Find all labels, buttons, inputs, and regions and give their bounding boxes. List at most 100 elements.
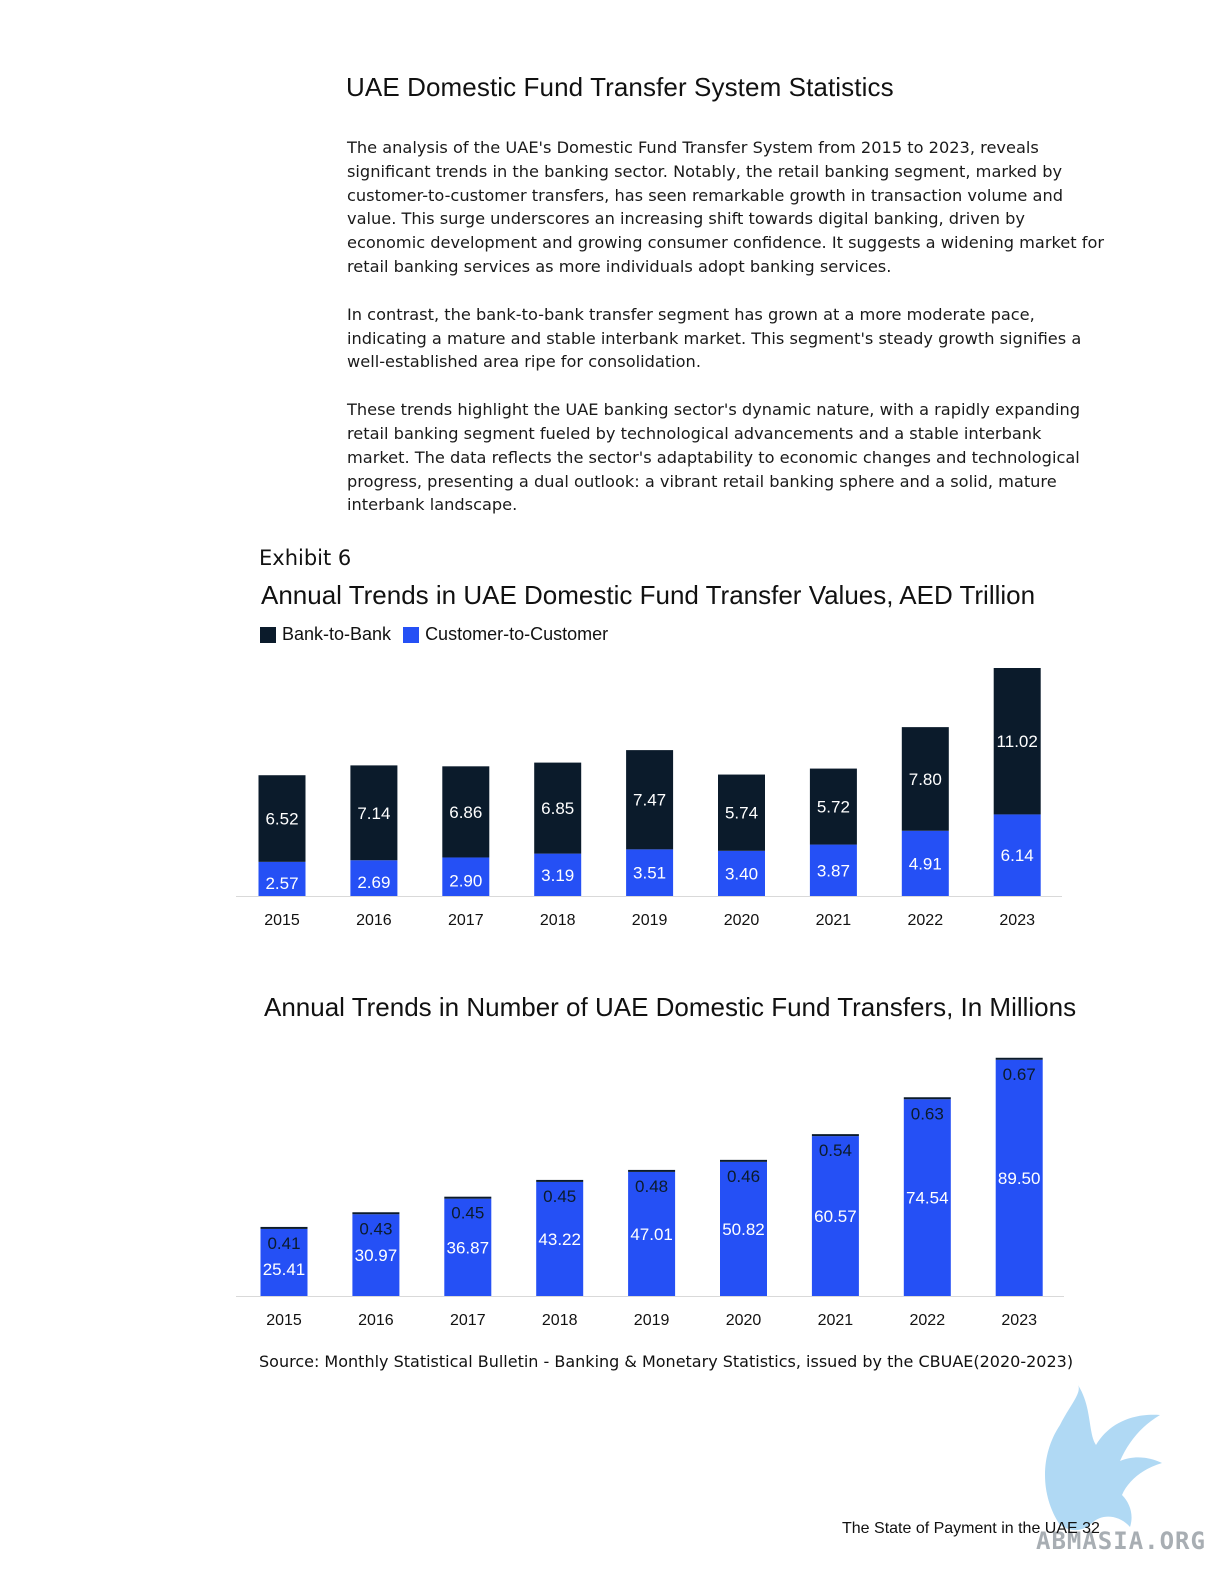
page-footer: The State of Payment in the UAE 32 [842,1520,1100,1537]
x-tick-label-2019: 2019 [632,912,668,929]
x-tick-label-2017: 2017 [450,1312,486,1329]
bar-bank-to-bank-2015 [260,1226,308,1229]
bar-customer-to-customer-2022 [903,1099,951,1296]
data-label-customer-to-customer-2017: 36.87 [447,1238,490,1257]
data-label-customer-to-customer-2021: 60.57 [814,1207,857,1226]
bar-customer-to-customer-2019 [628,1171,676,1296]
paragraph-1: The analysis of the UAE's Domestic Fund … [347,138,1105,276]
intro-text: The analysis of the UAE's Domestic Fund … [347,136,1107,541]
bar-customer-to-customer-2015 [258,861,306,896]
source-note: Source: Monthly Statistical Bulletin - B… [259,1352,1074,1371]
eagle-watermark-icon [1045,1385,1162,1531]
data-label-bank-to-bank-2023: 11.02 [997,732,1038,751]
x-tick-label-2015: 2015 [266,1312,302,1329]
x-tick-label-2015: 2015 [264,912,300,929]
x-tick-label-2017: 2017 [448,912,484,929]
chart-2-title: Annual Trends in Number of UAE Domestic … [264,992,1077,1022]
data-label-bank-to-bank-2021: 0.54 [819,1141,852,1160]
watermark-text: ABMASIA.ORG [1036,1527,1206,1555]
bar-customer-to-customer-2023 [993,814,1041,896]
x-tick-label-2019: 2019 [634,1312,670,1329]
x-tick-label-2022: 2022 [910,1312,946,1329]
data-label-customer-to-customer-2019: 47.01 [630,1225,673,1244]
bar-customer-to-customer-2022 [901,830,949,896]
x-tick-label-2020: 2020 [724,912,760,929]
data-label-bank-to-bank-2016: 7.14 [357,804,390,823]
legend-swatch-bank-to-bank [260,626,276,643]
bar-customer-to-customer-2020 [720,1161,767,1296]
chart-1-values: 2.57 6.52 2015 2.69 7.14 2016 2.90 6.86 2017 3.19… [236,668,1062,929]
data-label-bank-to-bank-2016: 0.43 [359,1219,392,1238]
bar-bank-to-bank-2016 [350,765,398,861]
bar-customer-to-customer-2017 [442,857,490,896]
bar-customer-to-customer-2021 [809,844,857,896]
data-label-bank-to-bank-2019: 7.47 [633,791,666,810]
bar-bank-to-bank-2019 [626,750,674,850]
x-tick-label-2022: 2022 [908,912,944,929]
x-tick-label-2018: 2018 [542,1312,578,1329]
legend-label-bank-to-bank: Bank-to-Bank [282,624,392,644]
bar-customer-to-customer-2018 [536,1181,584,1296]
data-label-bank-to-bank-2020: 0.46 [727,1167,760,1186]
data-label-bank-to-bank-2022: 7.80 [909,770,942,789]
paragraph-3: These trends highlight the UAE banking s… [347,400,1081,515]
page-title: UAE Domestic Fund Transfer System Statis… [346,72,894,102]
bar-bank-to-bank-2022 [903,1097,951,1100]
paragraph-2: In contrast, the bank-to-bank transfer s… [347,304,1082,372]
bar-customer-to-customer-2023 [995,1059,1043,1296]
data-label-bank-to-bank-2017: 6.86 [449,803,482,822]
bar-bank-to-bank-2020 [720,1159,767,1162]
data-label-customer-to-customer-2017: 2.90 [449,872,482,891]
legend-swatch-customer-to-customer [403,626,420,643]
data-label-bank-to-bank-2017: 0.45 [451,1204,484,1223]
data-label-bank-to-bank-2022: 0.63 [911,1104,944,1123]
x-tick-label-2016: 2016 [358,1312,394,1329]
bar-bank-to-bank-2021 [809,768,857,845]
chart-2-counts: 0.41 25.41 2015 0.43 30.97 2016 0.45 36.87 2017 0… [236,1057,1064,1329]
data-label-customer-to-customer-2021: 3.87 [817,861,850,880]
bar-bank-to-bank-2018 [536,1179,584,1182]
bar-customer-to-customer-2018 [534,853,582,896]
bar-bank-to-bank-2015 [258,775,306,862]
data-label-customer-to-customer-2020: 50.82 [722,1220,765,1239]
legend-label-customer-to-customer: Customer-to-Customer [425,624,609,644]
bar-customer-to-customer-2019 [626,849,674,896]
data-label-bank-to-bank-2021: 5.72 [817,798,850,817]
x-tick-label-2016: 2016 [356,912,392,929]
bar-bank-to-bank-2023 [993,668,1041,815]
exhibit-label: Exhibit 6 [259,546,352,570]
data-label-customer-to-customer-2018: 3.19 [541,866,574,885]
bar-customer-to-customer-2020 [718,850,765,896]
data-label-bank-to-bank-2019: 0.48 [635,1177,668,1196]
chart-1-legend: Bank-to-Bank Customer-to-Customer [260,624,620,645]
x-tick-label-2020: 2020 [726,1312,762,1329]
legend-item-customer-to-customer: Customer-to-Customer [403,624,608,645]
chart-1-title: Annual Trends in UAE Domestic Fund Trans… [261,580,1036,610]
bar-bank-to-bank-2021 [811,1134,859,1137]
data-label-bank-to-bank-2020: 5.74 [725,804,758,823]
bar-bank-to-bank-2016 [352,1212,400,1215]
data-label-bank-to-bank-2015: 6.52 [265,810,298,829]
bar-customer-to-customer-2016 [352,1214,400,1296]
data-label-customer-to-customer-2022: 4.91 [909,854,942,873]
x-tick-label-2023: 2023 [1001,1312,1037,1329]
bar-bank-to-bank-2023 [995,1057,1043,1060]
data-label-customer-to-customer-2015: 25.41 [263,1260,306,1279]
bar-customer-to-customer-2016 [350,860,398,896]
data-label-bank-to-bank-2023: 0.67 [1003,1065,1036,1084]
legend-item-bank-to-bank: Bank-to-Bank [260,624,391,645]
x-tick-label-2021: 2021 [816,912,852,929]
data-label-bank-to-bank-2018: 0.45 [543,1187,576,1206]
bar-customer-to-customer-2017 [444,1198,492,1296]
data-label-customer-to-customer-2022: 74.54 [906,1189,949,1208]
data-label-customer-to-customer-2016: 2.69 [357,873,390,892]
data-label-customer-to-customer-2020: 3.40 [725,864,758,883]
bar-bank-to-bank-2018 [534,762,582,854]
bar-bank-to-bank-2022 [901,727,949,831]
data-label-customer-to-customer-2015: 2.57 [265,874,298,893]
bar-bank-to-bank-2017 [444,1196,492,1199]
data-label-customer-to-customer-2023: 6.14 [1001,846,1034,865]
bar-bank-to-bank-2017 [442,766,490,858]
x-tick-label-2021: 2021 [818,1312,854,1329]
bar-customer-to-customer-2021 [811,1136,859,1296]
